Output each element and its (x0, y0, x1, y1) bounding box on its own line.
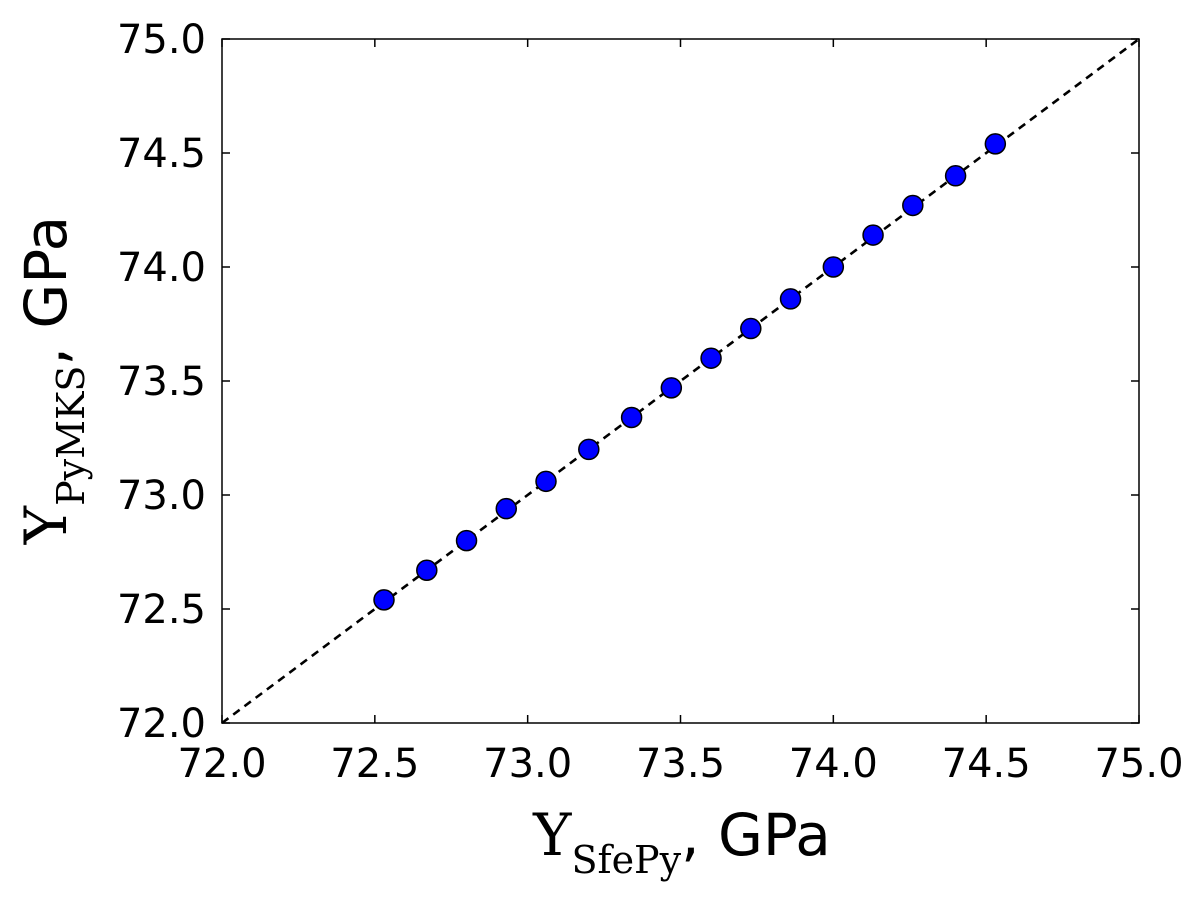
data-point (660, 377, 683, 399)
x-tick-label: 74.0 (789, 741, 878, 787)
y-axis-label-suffix: , GPa (12, 216, 80, 366)
data-point (822, 256, 845, 278)
reference-line (221, 37, 1140, 725)
x-axis-label-symbol: Y (532, 801, 572, 869)
y-tick-label: 73.5 (117, 359, 206, 405)
y-axis-label-subscript: PyMKS (49, 366, 93, 506)
x-tick-label: 72.0 (177, 741, 266, 787)
y-tick-label: 74.0 (117, 245, 206, 291)
data-point (416, 559, 438, 581)
y-tick-label: 75.0 (117, 17, 206, 63)
x-tick-label: 74.5 (942, 741, 1031, 787)
x-axis-label-subscript: SfePy (571, 838, 681, 882)
y-tick-label: 74.5 (117, 131, 206, 177)
y-axis-label-symbol: Y (12, 505, 80, 545)
x-tick-label: 75.0 (1094, 741, 1183, 787)
data-point (700, 347, 722, 369)
data-point (779, 288, 802, 310)
plot-area (221, 37, 1140, 725)
data-point (578, 438, 600, 461)
data-point (984, 133, 1007, 155)
data-point (495, 497, 518, 520)
x-tick-label: 73.0 (483, 741, 572, 787)
data-point (620, 406, 643, 429)
x-tick-label: 72.5 (330, 741, 419, 787)
data-point (862, 224, 884, 246)
tick-layer: 72.0 72.5 73.0 73.5 74.0 74.5 75.0 72.0 72.5 73.0… (117, 17, 1184, 787)
y-tick-label: 73.0 (117, 473, 206, 519)
data-point (535, 470, 557, 493)
data-point (944, 165, 967, 187)
x-axis-label: YSfePy, GPa (532, 801, 831, 882)
x-axis-label-suffix: , GPa (681, 801, 831, 869)
data-point (373, 589, 395, 611)
data-point (902, 194, 924, 217)
data-point (740, 317, 762, 340)
data-point (455, 529, 478, 552)
y-tick-label: 72.5 (117, 587, 206, 633)
x-tick-label: 73.5 (636, 741, 725, 787)
y-axis-label: YPyMKS, GPa (12, 216, 93, 545)
y-tick-label: 72.0 (117, 701, 206, 747)
